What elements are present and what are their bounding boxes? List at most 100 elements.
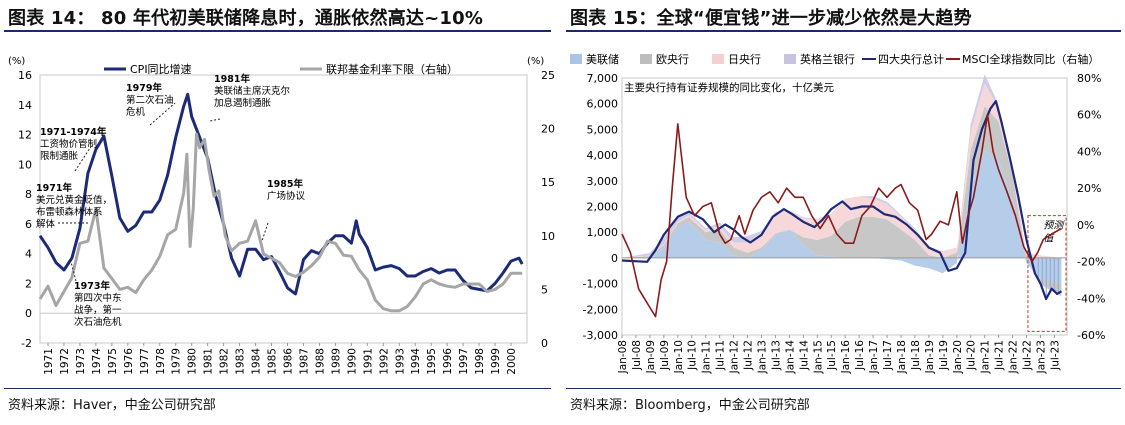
left-y-tick-label: 6 bbox=[25, 218, 32, 231]
x-tick-label: Jul-20 bbox=[966, 340, 978, 371]
left-y-tick-label: 3,000 bbox=[587, 175, 619, 188]
x-tick-label: 1985 bbox=[267, 348, 279, 375]
x-tick-label: 1972 bbox=[59, 348, 71, 375]
left-y-tick-label: 2 bbox=[25, 277, 32, 290]
x-tick-label: Jul-22 bbox=[1022, 340, 1034, 371]
x-tick-label: 1991 bbox=[362, 348, 374, 375]
legend-label: MSCI全球指数同比（右轴） bbox=[962, 52, 1099, 66]
right-y-tick-label: 25 bbox=[541, 69, 555, 82]
right-source-rule bbox=[566, 388, 1121, 389]
x-tick-label: Jan-19 bbox=[924, 340, 936, 374]
x-tick-label: 1992 bbox=[378, 348, 390, 375]
left-chart: (%) (%) -2 0 2 4 6 8 10 12 14 16 0 5 10 15 20 25 1971 1972 1… bbox=[8, 56, 555, 375]
legend-label: 英格兰银行 bbox=[800, 52, 855, 66]
x-tick-label: Jan-11 bbox=[701, 340, 713, 374]
legend-label: CPI同比增速 bbox=[130, 62, 192, 76]
x-tick-label: 1993 bbox=[394, 348, 406, 375]
legend-swatch bbox=[712, 54, 724, 64]
x-tick-label: 1975 bbox=[107, 348, 119, 375]
left-y-tick-label: 5,000 bbox=[587, 123, 619, 136]
annotation-text: 布雷顿森林体系 bbox=[36, 206, 103, 218]
x-tick-label: Jul-11 bbox=[715, 340, 727, 371]
x-tick-label: Jan-09 bbox=[645, 340, 657, 374]
x-tick-label: Jul-09 bbox=[659, 340, 671, 371]
annotation-pointer bbox=[149, 102, 176, 126]
left-y-tick-label: 12 bbox=[18, 129, 32, 142]
left-y-tick-label: 0 bbox=[25, 307, 32, 320]
x-tick-label: 1986 bbox=[282, 348, 294, 375]
x-tick-label: 1988 bbox=[314, 348, 326, 375]
left-source-rule bbox=[4, 388, 551, 389]
x-tick-label: 1995 bbox=[426, 348, 438, 375]
left-y-tick-label: -2 bbox=[21, 337, 32, 350]
annotation-year: 1971-1974年 bbox=[40, 126, 107, 138]
chart-subtitle: 主要央行持有证券规模的同比变化，十亿美元 bbox=[624, 81, 834, 94]
right-y-tick-label: 40% bbox=[1077, 145, 1101, 158]
annotation-text: 工资物价管制 bbox=[40, 138, 97, 150]
forecast-label: 预测 bbox=[1043, 220, 1065, 232]
annotation-year: 1979年 bbox=[126, 82, 162, 94]
annotation-text: 美联储主席沃克尔 bbox=[214, 85, 291, 97]
x-tick-label: Jul-23 bbox=[1049, 340, 1061, 371]
x-tick-label: 1990 bbox=[346, 348, 358, 375]
x-tick-label: Jan-17 bbox=[868, 340, 880, 374]
annotation-text: 限制通胀 bbox=[40, 150, 79, 162]
right-axis-unit: (%) bbox=[527, 56, 544, 67]
legend-label: 美联储 bbox=[586, 52, 619, 66]
right-y-tick-label: 10 bbox=[541, 230, 555, 243]
left-title-rule bbox=[4, 30, 551, 32]
cpi-yoy-line bbox=[38, 92, 524, 296]
plot-frame bbox=[621, 77, 1068, 336]
x-tick-label: 1981 bbox=[203, 348, 215, 375]
annotation-text: 解体 bbox=[36, 218, 56, 230]
x-tick-label: Jul-10 bbox=[687, 340, 699, 371]
x-tick-label: 1989 bbox=[330, 348, 342, 375]
x-tick-label: 1984 bbox=[251, 348, 263, 375]
left-y-tick-label: 8 bbox=[25, 188, 32, 201]
right-y-tick-label: 0 bbox=[541, 337, 548, 350]
forecast-box bbox=[1027, 215, 1067, 332]
msci-world-yoy-line bbox=[621, 113, 1062, 318]
right-figure-title: 图表 15：全球“便宜钱”进一步减少依然是大趋势 bbox=[570, 8, 972, 29]
x-tick-label: Jan-21 bbox=[980, 340, 992, 374]
left-source: 资料来源：Haver，中金公司研究部 bbox=[8, 398, 216, 413]
x-tick-label: 1996 bbox=[442, 348, 454, 375]
x-tick-label: Jul-14 bbox=[798, 340, 810, 371]
legend-swatch bbox=[570, 54, 582, 64]
x-tick-label: Jan-16 bbox=[840, 340, 852, 375]
right-y-tick-label: 60% bbox=[1077, 109, 1101, 122]
forecast-label: 值 bbox=[1043, 233, 1055, 245]
left-y-tick-label: 2,000 bbox=[587, 201, 619, 214]
x-tick-label: 1980 bbox=[187, 348, 199, 375]
x-tick-label: 1987 bbox=[298, 348, 310, 375]
right-y-tick-label: 15 bbox=[541, 176, 555, 189]
left-figure-title: 图表 14： 80 年代初美联储降息时，通胀依然高达~10% bbox=[8, 8, 484, 29]
annotation-text: 加息遏制通胀 bbox=[214, 97, 272, 109]
x-tick-label: Jul-18 bbox=[910, 340, 922, 371]
x-tick-label: 1979 bbox=[171, 348, 183, 375]
left-axis-unit: (%) bbox=[8, 56, 25, 67]
x-tick-label: Jan-22 bbox=[1008, 340, 1020, 374]
x-tick-label: Jan-18 bbox=[896, 340, 908, 374]
total-four-central-banks-line bbox=[621, 99, 1062, 301]
annotation-pointer bbox=[209, 118, 221, 122]
x-tick-label: Jan-23 bbox=[1035, 340, 1047, 374]
annotation-text: 美元兑黄金贬值， bbox=[36, 194, 112, 206]
right-y-tick-label: -40% bbox=[1077, 292, 1105, 305]
left-y-tick-label: 6,000 bbox=[587, 98, 619, 111]
x-tick-label: 1974 bbox=[91, 348, 103, 375]
x-tick-label: Jul-08 bbox=[631, 340, 643, 371]
fed-funds-floor-line bbox=[38, 132, 523, 313]
left-y-tick-label: 7,000 bbox=[587, 72, 619, 85]
x-tick-label: Jan-12 bbox=[729, 340, 741, 374]
annotation-year: 1971年 bbox=[36, 182, 72, 194]
x-tick-label: Jul-16 bbox=[854, 340, 866, 371]
x-tick-label: 1997 bbox=[458, 348, 470, 375]
x-tick-label: Jan-15 bbox=[812, 340, 824, 374]
x-tick-label: 1994 bbox=[410, 348, 422, 375]
right-title-rule bbox=[566, 30, 1121, 32]
right-y-tick-label: 0% bbox=[1077, 219, 1094, 232]
left-y-tick-label: 10 bbox=[18, 158, 32, 171]
x-tick-label: 2000 bbox=[506, 348, 518, 375]
x-tick-label: Jul-15 bbox=[826, 340, 838, 371]
